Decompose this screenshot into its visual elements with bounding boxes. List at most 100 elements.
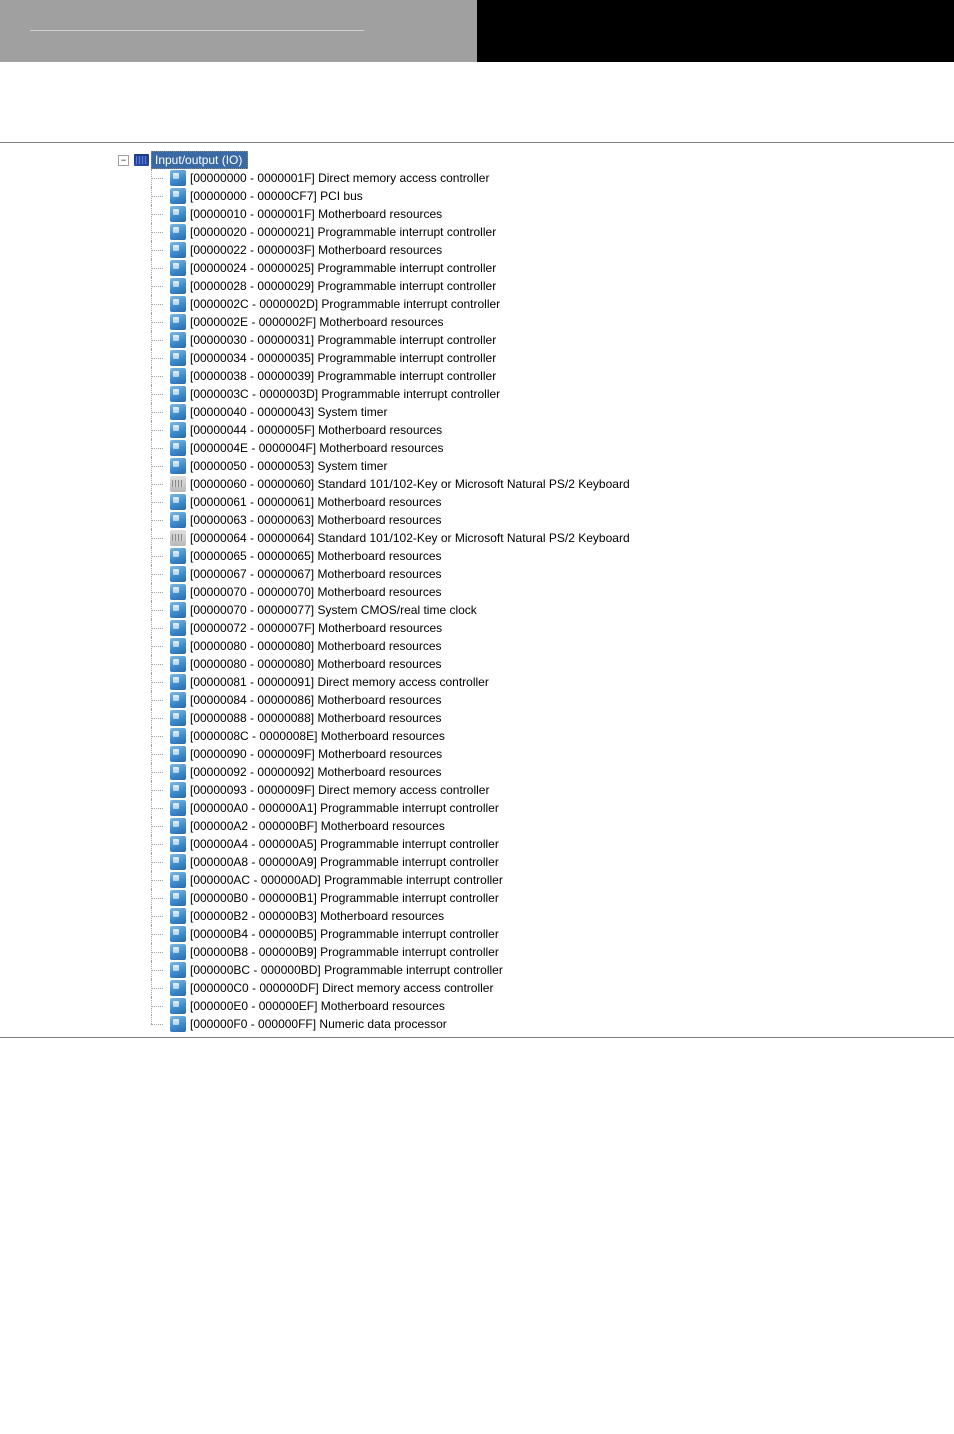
tree-item[interactable]: [00000070 - 00000077] System CMOS/real t… bbox=[146, 601, 954, 619]
tree-item[interactable]: [000000A2 - 000000BF] Motherboard resour… bbox=[146, 817, 954, 835]
tree-item[interactable]: [0000008C - 0000008E] Motherboard resour… bbox=[146, 727, 954, 745]
tree-item[interactable]: [000000AC - 000000AD] Programmable inter… bbox=[146, 871, 954, 889]
tree-connector-icon bbox=[146, 637, 170, 655]
tree-item[interactable]: [00000067 - 00000067] Motherboard resour… bbox=[146, 565, 954, 583]
tree-item[interactable]: [00000000 - 0000001F] Direct memory acce… bbox=[146, 169, 954, 187]
tree-item[interactable]: [00000065 - 00000065] Motherboard resour… bbox=[146, 547, 954, 565]
tree-item[interactable]: [00000070 - 00000070] Motherboard resour… bbox=[146, 583, 954, 601]
tree-item[interactable]: [00000090 - 0000009F] Motherboard resour… bbox=[146, 745, 954, 763]
tree-item[interactable]: [00000022 - 0000003F] Motherboard resour… bbox=[146, 241, 954, 259]
device-chip-icon bbox=[170, 728, 186, 744]
tree-item[interactable]: [000000B0 - 000000B1] Programmable inter… bbox=[146, 889, 954, 907]
tree-item[interactable]: [000000A4 - 000000A5] Programmable inter… bbox=[146, 835, 954, 853]
tree-connector-icon bbox=[146, 385, 170, 403]
tree-item[interactable]: [00000064 - 00000064] Standard 101/102-K… bbox=[146, 529, 954, 547]
device-chip-icon bbox=[170, 368, 186, 384]
tree-item-label: [000000F0 - 000000FF] Numeric data proce… bbox=[190, 1017, 447, 1031]
tree-item[interactable]: [000000C0 - 000000DF] Direct memory acce… bbox=[146, 979, 954, 997]
tree-item-label: [00000063 - 00000063] Motherboard resour… bbox=[190, 513, 442, 527]
tree-item-label: [00000061 - 00000061] Motherboard resour… bbox=[190, 495, 442, 509]
device-chip-icon bbox=[170, 170, 186, 186]
tree-item-label: [00000090 - 0000009F] Motherboard resour… bbox=[190, 747, 442, 761]
tree-connector-icon bbox=[146, 493, 170, 511]
device-chip-icon bbox=[170, 422, 186, 438]
top-rule bbox=[0, 142, 954, 143]
tree-connector-icon bbox=[146, 925, 170, 943]
tree-connector-icon bbox=[146, 961, 170, 979]
tree-item[interactable]: [0000002E - 0000002F] Motherboard resour… bbox=[146, 313, 954, 331]
tree-connector-icon bbox=[146, 817, 170, 835]
tree-item[interactable]: [00000063 - 00000063] Motherboard resour… bbox=[146, 511, 954, 529]
tree-item-label: [00000080 - 00000080] Motherboard resour… bbox=[190, 657, 442, 671]
tree-item[interactable]: [00000084 - 00000086] Motherboard resour… bbox=[146, 691, 954, 709]
tree-connector-icon bbox=[146, 745, 170, 763]
tree-item[interactable]: [00000093 - 0000009F] Direct memory acce… bbox=[146, 781, 954, 799]
tree-item-label: [000000AC - 000000AD] Programmable inter… bbox=[190, 873, 503, 887]
tree-item[interactable]: [00000060 - 00000060] Standard 101/102-K… bbox=[146, 475, 954, 493]
tree-item[interactable]: [000000BC - 000000BD] Programmable inter… bbox=[146, 961, 954, 979]
tree-connector-icon bbox=[146, 223, 170, 241]
tree-connector-icon bbox=[146, 475, 170, 493]
tree-item[interactable]: [00000044 - 0000005F] Motherboard resour… bbox=[146, 421, 954, 439]
device-chip-icon bbox=[170, 350, 186, 366]
tree-item[interactable]: [00000030 - 00000031] Programmable inter… bbox=[146, 331, 954, 349]
tree-connector-icon bbox=[146, 421, 170, 439]
tree-connector-icon bbox=[146, 295, 170, 313]
tree-item[interactable]: [00000081 - 00000091] Direct memory acce… bbox=[146, 673, 954, 691]
tree-item[interactable]: [0000004E - 0000004F] Motherboard resour… bbox=[146, 439, 954, 457]
tree-connector-icon bbox=[146, 511, 170, 529]
page-header bbox=[0, 0, 954, 62]
header-rule bbox=[30, 30, 364, 31]
tree-item[interactable]: [000000E0 - 000000EF] Motherboard resour… bbox=[146, 997, 954, 1015]
tree-item[interactable]: [00000092 - 00000092] Motherboard resour… bbox=[146, 763, 954, 781]
tree-item[interactable]: [00000061 - 00000061] Motherboard resour… bbox=[146, 493, 954, 511]
tree-connector-icon bbox=[146, 439, 170, 457]
tree-item-label: [00000064 - 00000064] Standard 101/102-K… bbox=[190, 531, 630, 545]
tree-item[interactable]: [00000028 - 00000029] Programmable inter… bbox=[146, 277, 954, 295]
tree-item[interactable]: [00000040 - 00000043] System timer bbox=[146, 403, 954, 421]
tree-item-label: [00000022 - 0000003F] Motherboard resour… bbox=[190, 243, 442, 257]
tree-item[interactable]: [0000003C - 0000003D] Programmable inter… bbox=[146, 385, 954, 403]
tree-item-label: [000000A4 - 000000A5] Programmable inter… bbox=[190, 837, 499, 851]
tree-item[interactable]: [000000B4 - 000000B5] Programmable inter… bbox=[146, 925, 954, 943]
device-chip-icon bbox=[170, 242, 186, 258]
tree-item-label: [000000C0 - 000000DF] Direct memory acce… bbox=[190, 981, 493, 995]
tree-item[interactable]: [00000020 - 00000021] Programmable inter… bbox=[146, 223, 954, 241]
tree-item-label: [0000004E - 0000004F] Motherboard resour… bbox=[190, 441, 444, 455]
tree-item[interactable]: [00000050 - 00000053] System timer bbox=[146, 457, 954, 475]
tree-item[interactable]: [00000000 - 00000CF7] PCI bus bbox=[146, 187, 954, 205]
tree-item[interactable]: [00000072 - 0000007F] Motherboard resour… bbox=[146, 619, 954, 637]
tree-item[interactable]: [0000002C - 0000002D] Programmable inter… bbox=[146, 295, 954, 313]
header-left-block bbox=[0, 0, 477, 62]
tree-item-label: [000000B4 - 000000B5] Programmable inter… bbox=[190, 927, 499, 941]
tree-item[interactable]: [000000B2 - 000000B3] Motherboard resour… bbox=[146, 907, 954, 925]
tree-connector-icon bbox=[146, 673, 170, 691]
tree-item-label: [000000A0 - 000000A1] Programmable inter… bbox=[190, 801, 499, 815]
tree-item-label: [00000030 - 00000031] Programmable inter… bbox=[190, 333, 496, 347]
tree-item[interactable]: [000000A8 - 000000A9] Programmable inter… bbox=[146, 853, 954, 871]
device-chip-icon bbox=[170, 494, 186, 510]
device-chip-icon bbox=[170, 584, 186, 600]
tree-connector-icon bbox=[146, 871, 170, 889]
tree-item[interactable]: [00000024 - 00000025] Programmable inter… bbox=[146, 259, 954, 277]
tree-item[interactable]: [000000A0 - 000000A1] Programmable inter… bbox=[146, 799, 954, 817]
tree-connector-icon bbox=[146, 835, 170, 853]
tree-item[interactable]: [00000080 - 00000080] Motherboard resour… bbox=[146, 655, 954, 673]
tree-item-label: [000000B8 - 000000B9] Programmable inter… bbox=[190, 945, 499, 959]
tree-root-io[interactable]: − Input/output (IO) bbox=[118, 151, 954, 169]
device-chip-icon bbox=[170, 512, 186, 528]
tree-item[interactable]: [00000034 - 00000035] Programmable inter… bbox=[146, 349, 954, 367]
tree-item-label: [00000067 - 00000067] Motherboard resour… bbox=[190, 567, 442, 581]
device-chip-icon bbox=[170, 548, 186, 564]
device-chip-icon bbox=[170, 296, 186, 312]
tree-item[interactable]: [00000010 - 0000001F] Motherboard resour… bbox=[146, 205, 954, 223]
tree-connector-icon bbox=[146, 529, 170, 547]
tree-item[interactable]: [00000038 - 00000039] Programmable inter… bbox=[146, 367, 954, 385]
tree-item[interactable]: [00000080 - 00000080] Motherboard resour… bbox=[146, 637, 954, 655]
tree-item[interactable]: [000000F0 - 000000FF] Numeric data proce… bbox=[146, 1015, 954, 1033]
tree-item[interactable]: [00000088 - 00000088] Motherboard resour… bbox=[146, 709, 954, 727]
tree-connector-icon bbox=[146, 781, 170, 799]
collapse-toggle-icon[interactable]: − bbox=[118, 155, 129, 166]
tree-connector-icon bbox=[146, 349, 170, 367]
tree-item[interactable]: [000000B8 - 000000B9] Programmable inter… bbox=[146, 943, 954, 961]
